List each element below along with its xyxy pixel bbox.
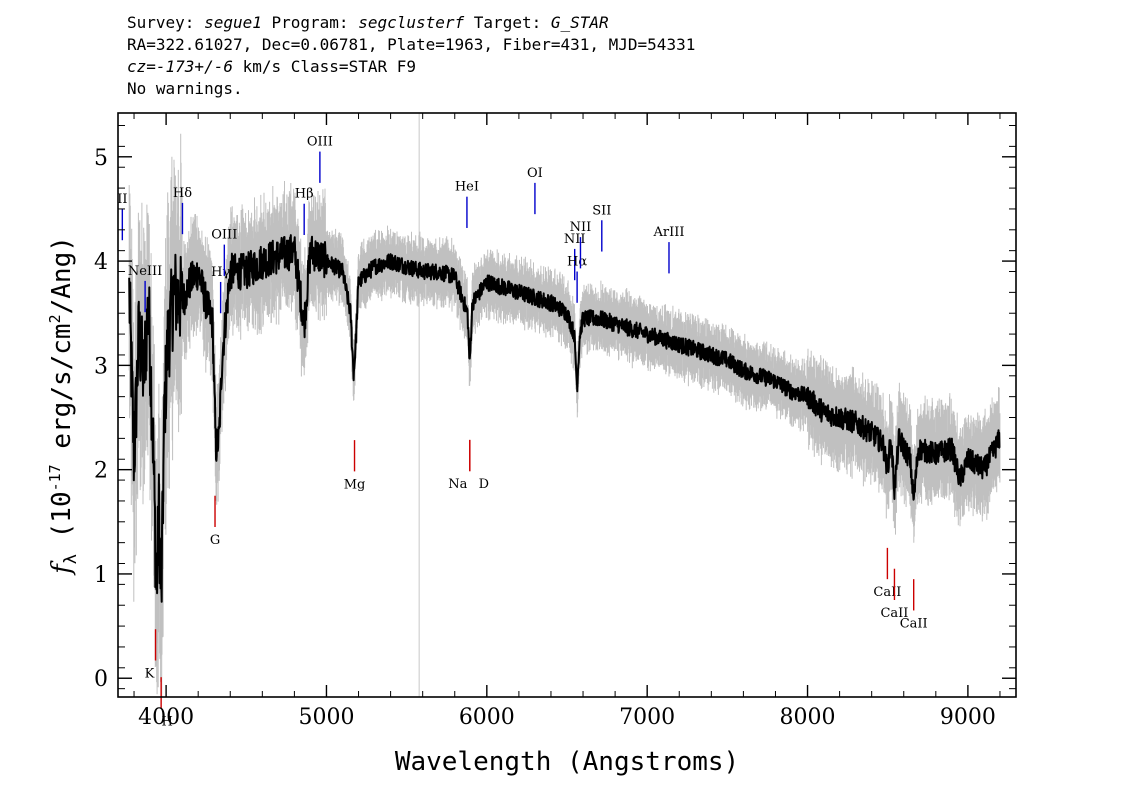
y-tick-label: 4 (94, 250, 108, 275)
survey-prefix: Survey: (127, 13, 205, 32)
target-value: G_STAR (550, 13, 609, 32)
header-line-4: No warnings. (127, 79, 243, 98)
error-band-path (128, 133, 1001, 697)
x-tick-label: 5000 (298, 705, 354, 730)
y-tick-label: 3 (94, 354, 108, 379)
emission-line-label: II (117, 192, 127, 207)
y-tick-label: 5 (94, 146, 108, 171)
program-value: segclusterf (358, 13, 465, 32)
emission-line-label: Hδ (173, 186, 192, 201)
x-tick-label: 6000 (459, 705, 515, 730)
absorption-line-label: CaII (873, 585, 901, 600)
y-title-mid: erg/s/cm (47, 323, 77, 464)
survey-value: segue1 (204, 13, 262, 32)
emission-line-label: Hγ (211, 265, 230, 280)
y-tick-label: 0 (94, 667, 108, 692)
emission-line-label: NII (570, 220, 592, 235)
axes: 4000 5000 6000 7000 8000 9000 0 1 2 3 4 5 (94, 113, 1016, 730)
absorption-line-label: K (145, 667, 155, 682)
y-axis-title: fλ (10-17 erg/s/cm2/Ang) (46, 236, 81, 576)
spectrum-header: Survey: segue1 Program: segclusterf Targ… (127, 12, 695, 100)
emission-line-label: ArIII (652, 225, 684, 240)
x-tick-label: 8000 (780, 705, 836, 730)
target-prefix: Target: (464, 13, 551, 32)
absorption-line-label: H (161, 714, 172, 729)
header-line-2: RA=322.61027, Dec=0.06781, Plate=1963, F… (127, 35, 696, 54)
plot-frame (117, 112, 1017, 698)
emission-line-label: OIII (211, 228, 237, 243)
header-line-3: cz=-173+/-6 km/s Class=STAR F9 (127, 56, 695, 78)
absorption-line-label: CaII (900, 616, 928, 631)
emission-line-label: SII (592, 203, 611, 218)
absorption-line-label: CaII (880, 606, 908, 621)
y-title-open: (10 (47, 491, 77, 554)
emission-line-label: OI (527, 166, 543, 181)
absorption-line-label: D (479, 477, 489, 492)
absorption-line-label: G (210, 533, 220, 548)
emission-line-label: HeI (455, 180, 479, 195)
emission-line-label: Hβ (295, 187, 314, 202)
y-title-exp1: -17 (46, 464, 64, 491)
y-tick-label: 2 (94, 459, 108, 484)
emission-line-label: OIII (307, 135, 333, 150)
y-title-exp2: 2 (46, 314, 64, 323)
program-prefix: Program: (261, 13, 359, 32)
absorption-line-label: Na (448, 477, 467, 492)
flux-series (128, 234, 1001, 603)
x-tick-label: 9000 (940, 705, 996, 730)
x-tick-label: 4000 (138, 705, 194, 730)
emission-line-label: Hα (567, 255, 587, 270)
y-title-lambda: λ (61, 554, 81, 564)
error-band (128, 133, 1001, 697)
y-tick-label: 1 (94, 563, 108, 588)
emission-line-label: NeIII (128, 264, 162, 279)
flux-line (128, 234, 1001, 603)
y-title-close: /Ang) (47, 236, 77, 314)
redshift-value: cz=-173+/-6 (127, 57, 233, 76)
class-text: km/s Class=STAR F9 (232, 57, 416, 76)
x-axis-title: Wavelength (Angstroms) (395, 747, 739, 777)
header-line-1: Survey: segue1 Program: segclusterf Targ… (127, 12, 695, 34)
absorption-line-label: Mg (344, 477, 366, 492)
x-tick-label: 7000 (619, 705, 675, 730)
